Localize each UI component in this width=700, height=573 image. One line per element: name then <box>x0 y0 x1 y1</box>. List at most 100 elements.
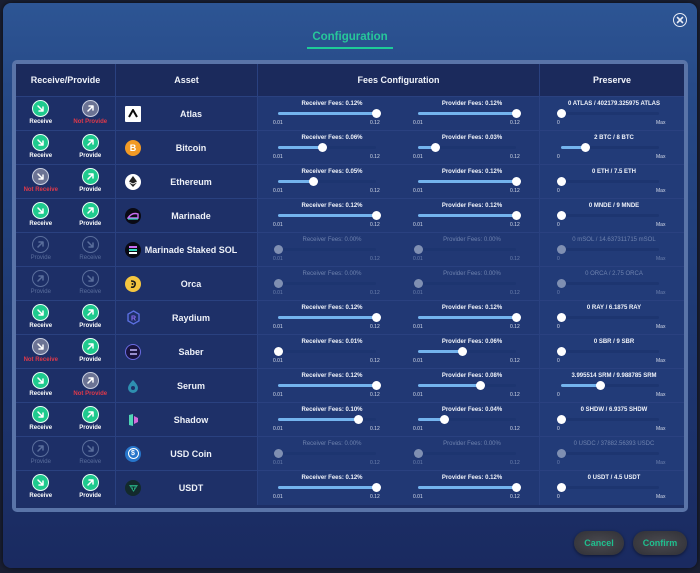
provider-fee-thumb[interactable] <box>511 482 521 492</box>
provider-fee-track[interactable] <box>418 142 516 152</box>
receiver-fee-slider[interactable]: Receiver Fees: 0.00% 0.01 0.12 <box>272 233 388 267</box>
preserve-track[interactable] <box>556 278 659 288</box>
receiver-fee-slider[interactable]: Receiver Fees: 0.06% 0.01 0.12 <box>272 131 388 165</box>
preserve-slider[interactable]: 0 ETH / 7.5 ETH 0 Max <box>552 165 676 199</box>
provider-fee-slider[interactable]: Provider Fees: 0.08% 0.01 0.12 <box>412 369 528 403</box>
preserve-thumb[interactable] <box>595 380 605 390</box>
provider-fee-slider[interactable]: Provider Fees: 0.00% 0.01 0.12 <box>412 233 528 267</box>
preserve-track[interactable] <box>561 380 659 390</box>
receive-toggle[interactable]: Receive <box>16 471 66 505</box>
receive-toggle[interactable]: Not Receive <box>16 165 66 198</box>
preserve-thumb[interactable] <box>556 210 566 220</box>
receiver-fee-slider[interactable]: Receiver Fees: 0.12% 0.01 0.12 <box>272 97 388 131</box>
provide-toggle[interactable]: Provide <box>66 131 116 164</box>
preserve-thumb[interactable] <box>556 448 566 458</box>
provider-fee-thumb[interactable] <box>413 244 423 254</box>
receiver-fee-thumb[interactable] <box>371 210 381 220</box>
provide-toggle[interactable]: Provide <box>66 301 116 334</box>
preserve-thumb[interactable] <box>556 482 566 492</box>
preserve-slider[interactable]: 0 mSOL / 14.637311715 mSOL 0 Max <box>552 233 676 267</box>
receiver-fee-slider[interactable]: Receiver Fees: 0.12% 0.01 0.12 <box>272 369 388 403</box>
provider-fee-thumb[interactable] <box>475 380 485 390</box>
preserve-thumb[interactable] <box>556 346 566 356</box>
provider-fee-thumb[interactable] <box>511 108 521 118</box>
preserve-thumb[interactable] <box>556 414 566 424</box>
provide-toggle[interactable]: Not Provide <box>66 97 116 130</box>
provide-toggle[interactable]: Receive <box>66 233 116 266</box>
receiver-fee-track[interactable] <box>273 244 376 254</box>
provider-fee-slider[interactable]: Provider Fees: 0.12% 0.01 0.12 <box>412 165 528 199</box>
preserve-slider[interactable]: 3.995514 SRM / 9.988785 SRM 0 Max <box>552 369 676 403</box>
provide-toggle[interactable]: Receive <box>66 267 116 300</box>
provider-fee-track[interactable] <box>418 210 521 220</box>
provider-fee-thumb[interactable] <box>413 278 423 288</box>
provider-fee-track[interactable] <box>413 244 516 254</box>
close-button[interactable] <box>673 13 687 27</box>
provider-fee-slider[interactable]: Provider Fees: 0.00% 0.01 0.12 <box>412 437 528 471</box>
provider-fee-thumb[interactable] <box>440 414 450 424</box>
receiver-fee-slider[interactable]: Receiver Fees: 0.01% 0.01 0.12 <box>272 335 388 369</box>
provider-fee-track[interactable] <box>418 380 516 390</box>
provider-fee-track[interactable] <box>418 108 521 118</box>
provider-fee-thumb[interactable] <box>413 448 423 458</box>
preserve-slider[interactable]: 0 MNDE / 9 MNDE 0 Max <box>552 199 676 233</box>
provider-fee-thumb[interactable] <box>511 210 521 220</box>
preserve-track[interactable] <box>556 244 659 254</box>
provider-fee-thumb[interactable] <box>511 312 521 322</box>
receiver-fee-track[interactable] <box>278 108 381 118</box>
provider-fee-slider[interactable]: Provider Fees: 0.12% 0.01 0.12 <box>412 471 528 505</box>
provide-toggle[interactable]: Receive <box>66 437 116 470</box>
receive-toggle[interactable]: Receive <box>16 97 66 130</box>
provide-toggle[interactable]: Provide <box>66 335 116 368</box>
preserve-track[interactable] <box>556 312 659 322</box>
preserve-thumb[interactable] <box>556 108 566 118</box>
receive-toggle[interactable]: Provide <box>16 437 66 470</box>
receive-toggle[interactable]: Receive <box>16 369 66 402</box>
receiver-fee-slider[interactable]: Receiver Fees: 0.12% 0.01 0.12 <box>272 471 388 505</box>
preserve-slider[interactable]: 0 RAY / 6.1875 RAY 0 Max <box>552 301 676 335</box>
receive-toggle[interactable]: Receive <box>16 131 66 164</box>
preserve-thumb[interactable] <box>581 142 590 152</box>
preserve-thumb[interactable] <box>556 278 566 288</box>
receiver-fee-slider[interactable]: Receiver Fees: 0.00% 0.01 0.12 <box>272 437 388 471</box>
preserve-slider[interactable]: 0 USDC / 37882.56393 USDC 0 Max <box>552 437 676 471</box>
provider-fee-track[interactable] <box>418 346 516 356</box>
provide-toggle[interactable]: Provide <box>66 199 116 232</box>
preserve-thumb[interactable] <box>556 312 566 322</box>
preserve-track[interactable] <box>556 108 659 118</box>
preserve-slider[interactable]: 0 SBR / 9 SBR 0 Max <box>552 335 676 369</box>
receiver-fee-thumb[interactable] <box>273 244 283 254</box>
receiver-fee-thumb[interactable] <box>371 380 381 390</box>
preserve-slider[interactable]: 0 ATLAS / 402179.325975 ATLAS 0 Max <box>552 97 676 131</box>
receiver-fee-track[interactable] <box>278 482 381 492</box>
provide-toggle[interactable]: Provide <box>66 165 116 198</box>
preserve-slider[interactable]: 0 ORCA / 2.75 ORCA 0 Max <box>552 267 676 301</box>
cancel-button[interactable]: Cancel <box>574 531 624 555</box>
provider-fee-track[interactable] <box>418 176 521 186</box>
preserve-track[interactable] <box>556 414 659 424</box>
receiver-fee-slider[interactable]: Receiver Fees: 0.12% 0.01 0.12 <box>272 301 388 335</box>
confirm-button[interactable]: Confirm <box>633 531 687 555</box>
receiver-fee-slider[interactable]: Receiver Fees: 0.00% 0.01 0.12 <box>272 267 388 301</box>
provide-toggle[interactable]: Provide <box>66 403 116 436</box>
receiver-fee-track[interactable] <box>273 448 376 458</box>
receive-toggle[interactable]: Receive <box>16 199 66 232</box>
receiver-fee-thumb[interactable] <box>371 482 381 492</box>
preserve-track[interactable] <box>556 210 659 220</box>
receive-toggle[interactable]: Receive <box>16 301 66 334</box>
receive-toggle[interactable]: Provide <box>16 267 66 300</box>
provider-fee-slider[interactable]: Provider Fees: 0.12% 0.01 0.12 <box>412 97 528 131</box>
receive-toggle[interactable]: Not Receive <box>16 335 66 368</box>
receiver-fee-slider[interactable]: Receiver Fees: 0.12% 0.01 0.12 <box>272 199 388 233</box>
receiver-fee-track[interactable] <box>278 312 381 322</box>
preserve-slider[interactable]: 2 BTC / 8 BTC 0 Max <box>552 131 676 165</box>
preserve-track[interactable] <box>561 142 659 152</box>
receiver-fee-thumb[interactable] <box>318 142 328 152</box>
provider-fee-slider[interactable]: Provider Fees: 0.06% 0.01 0.12 <box>412 335 528 369</box>
preserve-thumb[interactable] <box>556 176 566 186</box>
provider-fee-thumb[interactable] <box>458 346 468 356</box>
receiver-fee-thumb[interactable] <box>273 278 283 288</box>
provider-fee-track[interactable] <box>418 482 521 492</box>
provider-fee-slider[interactable]: Provider Fees: 0.04% 0.01 0.12 <box>412 403 528 437</box>
provider-fee-slider[interactable]: Provider Fees: 0.12% 0.01 0.12 <box>412 301 528 335</box>
